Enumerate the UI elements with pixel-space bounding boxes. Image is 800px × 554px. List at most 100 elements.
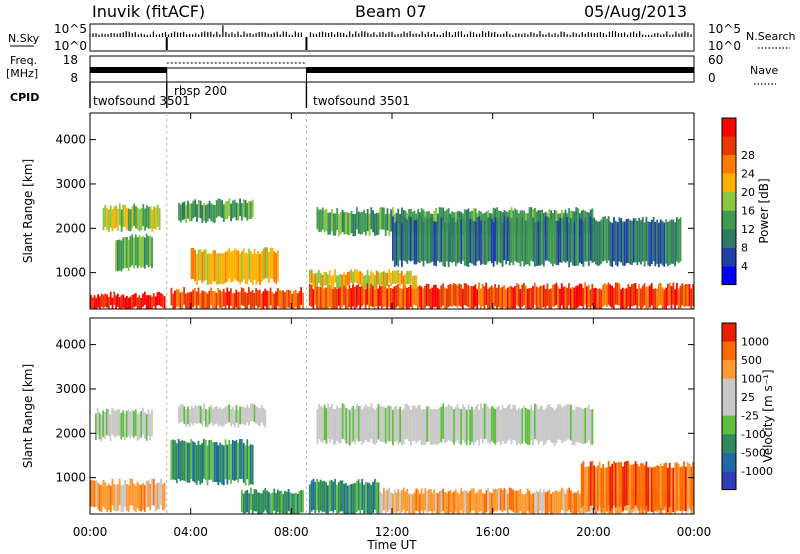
data-cell bbox=[346, 485, 349, 514]
data-cell bbox=[654, 466, 657, 511]
data-cell bbox=[212, 442, 214, 483]
data-cell bbox=[417, 218, 419, 263]
data-cell bbox=[643, 283, 646, 306]
data-cell bbox=[658, 283, 660, 306]
data-cell bbox=[553, 219, 556, 264]
data-cell bbox=[192, 407, 195, 426]
data-cell bbox=[431, 217, 434, 262]
data-cell bbox=[224, 292, 227, 309]
data-cell bbox=[480, 220, 482, 265]
data-cell bbox=[577, 208, 579, 231]
data-cell bbox=[600, 289, 603, 309]
data-cell bbox=[140, 298, 143, 309]
data-cell bbox=[213, 442, 216, 482]
data-cell bbox=[431, 287, 434, 309]
data-cell bbox=[584, 407, 587, 444]
data-cell bbox=[408, 494, 410, 514]
data-cell bbox=[397, 208, 400, 231]
data-cell bbox=[663, 463, 666, 508]
data-cell bbox=[541, 405, 543, 442]
data-cell bbox=[404, 403, 407, 440]
data-cell bbox=[117, 208, 119, 231]
colorbar-tick-label: 12 bbox=[741, 223, 755, 236]
data-cell bbox=[161, 294, 164, 308]
data-cell bbox=[579, 218, 581, 263]
data-cell bbox=[389, 288, 392, 309]
data-cell bbox=[188, 442, 191, 483]
data-cell bbox=[476, 217, 479, 262]
data-cell bbox=[298, 491, 301, 514]
data-cell bbox=[363, 209, 365, 232]
data-cell bbox=[329, 212, 331, 235]
data-cell bbox=[271, 292, 274, 309]
data-cell bbox=[194, 405, 197, 423]
x-tick-label: 20:00 bbox=[576, 525, 611, 539]
power-axes: 1000 2000 3000 4000 bbox=[55, 113, 695, 309]
data-cell bbox=[116, 409, 119, 436]
data-cell bbox=[336, 484, 338, 514]
data-cell bbox=[282, 494, 285, 514]
data-cell bbox=[179, 204, 182, 223]
data-cell bbox=[146, 205, 148, 228]
data-cell bbox=[469, 286, 471, 309]
data-cell bbox=[352, 483, 355, 514]
data-cell bbox=[571, 221, 574, 266]
data-cell bbox=[471, 406, 473, 443]
data-cell bbox=[465, 283, 468, 306]
x-tick-label: 16:00 bbox=[475, 525, 510, 539]
colorbar-tick-label: -500 bbox=[741, 447, 766, 460]
data-cell bbox=[397, 269, 400, 284]
data-cell bbox=[605, 467, 608, 512]
data-cell bbox=[629, 220, 632, 265]
data-cell bbox=[490, 218, 493, 264]
data-cell bbox=[452, 283, 455, 306]
data-cell bbox=[125, 410, 128, 438]
data-cell bbox=[451, 492, 454, 514]
data-cell bbox=[422, 209, 425, 232]
data-cell bbox=[204, 439, 207, 480]
data-cell bbox=[138, 295, 141, 309]
data-cell bbox=[300, 287, 303, 305]
data-cell bbox=[368, 275, 371, 289]
data-cell bbox=[557, 220, 560, 265]
data-cell bbox=[494, 284, 497, 307]
data-cell bbox=[654, 288, 657, 309]
data-cell bbox=[548, 489, 551, 512]
y-tick-label: 2000 bbox=[55, 426, 86, 440]
y-tick-label: 1000 bbox=[55, 471, 86, 485]
data-cell bbox=[177, 439, 180, 479]
data-cell bbox=[115, 485, 117, 512]
data-cell bbox=[454, 222, 457, 267]
data-cell bbox=[276, 288, 279, 306]
data-cell bbox=[109, 291, 112, 305]
data-cell bbox=[327, 485, 329, 514]
data-cell bbox=[543, 222, 545, 267]
cpid-segment-2: rbsp 200 bbox=[174, 84, 227, 98]
data-cell bbox=[674, 289, 676, 309]
data-cell bbox=[386, 208, 389, 231]
data-cell bbox=[251, 493, 254, 514]
data-cell bbox=[113, 483, 116, 511]
data-cell bbox=[201, 205, 204, 223]
data-cell bbox=[456, 492, 459, 514]
data-cell bbox=[235, 249, 238, 281]
data-cell bbox=[668, 282, 671, 305]
data-cell bbox=[359, 405, 362, 441]
data-cell bbox=[149, 295, 152, 309]
data-cell bbox=[208, 290, 211, 309]
data-cell bbox=[113, 206, 116, 229]
data-cell bbox=[266, 247, 268, 279]
data-cell bbox=[528, 490, 531, 513]
data-cell bbox=[181, 404, 184, 422]
data-cell bbox=[131, 409, 133, 437]
data-cell bbox=[627, 218, 630, 263]
nsearch-tick-bottom: 10^0 bbox=[708, 39, 741, 53]
data-cell bbox=[507, 493, 509, 514]
data-cell bbox=[158, 291, 161, 306]
data-cell bbox=[362, 282, 365, 305]
colorbar-swatch bbox=[722, 266, 736, 285]
colorbar-tick-label: 16 bbox=[741, 205, 755, 218]
data-cell bbox=[138, 235, 141, 267]
data-cell bbox=[422, 288, 425, 309]
data-cell bbox=[523, 494, 525, 514]
